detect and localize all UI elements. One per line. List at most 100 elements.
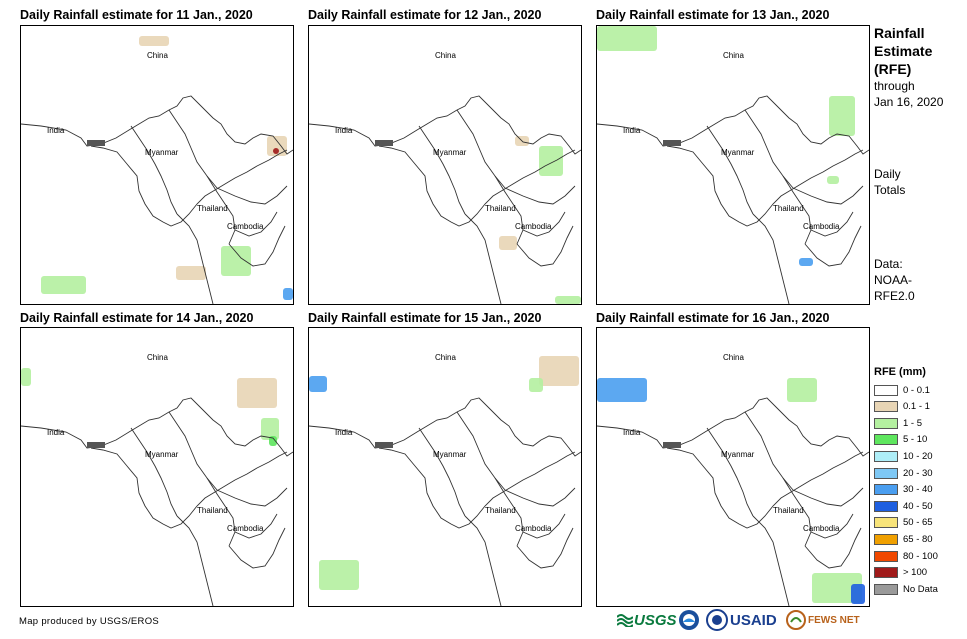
side-data-line: NOAA- bbox=[874, 273, 913, 287]
country-boundary bbox=[706, 125, 754, 215]
country-boundary bbox=[752, 515, 790, 606]
usgs-logo: USGS bbox=[617, 607, 677, 633]
legend-item: 1 - 5 bbox=[874, 416, 922, 430]
country-label-china: China bbox=[723, 353, 744, 362]
side-data-source: Data: NOAA- RFE2.0 bbox=[874, 256, 915, 304]
side-data-line: RFE2.0 bbox=[874, 289, 915, 303]
country-boundary bbox=[516, 225, 574, 267]
map-canvas bbox=[309, 356, 581, 606]
legend-swatch bbox=[874, 583, 898, 595]
country-label-thailand: Thailand bbox=[197, 506, 228, 515]
country-boundary bbox=[216, 185, 288, 205]
legend-label: 40 - 50 bbox=[903, 500, 933, 512]
rainfall-area bbox=[597, 26, 657, 51]
country-boundary bbox=[804, 225, 862, 267]
map-canvas bbox=[21, 36, 293, 304]
rainfall-map-panel: China India Myanmar Thailand Cambodia bbox=[308, 327, 582, 607]
country-label-china: China bbox=[723, 51, 744, 60]
rainfall-area bbox=[41, 276, 86, 294]
country-boundary bbox=[234, 211, 278, 237]
side-title-line: Rainfall bbox=[874, 25, 925, 41]
delta-coastline bbox=[375, 442, 393, 448]
country-label-thailand: Thailand bbox=[197, 204, 228, 213]
rainfall-area bbox=[597, 378, 647, 402]
legend-label: 0.1 - 1 bbox=[903, 401, 930, 413]
legend-label: 65 - 80 bbox=[903, 533, 933, 545]
legend-item: 80 - 100 bbox=[874, 549, 938, 563]
rainfall-area bbox=[269, 436, 277, 446]
country-boundary bbox=[504, 487, 576, 507]
side-date: Jan 16, 2020 bbox=[874, 95, 944, 109]
usgs-logo-text: USGS bbox=[634, 611, 677, 629]
legend-label: 1 - 5 bbox=[903, 417, 923, 429]
side-title-line: Estimate bbox=[874, 43, 933, 59]
map-canvas bbox=[21, 368, 293, 606]
rainfall-area bbox=[529, 378, 543, 392]
country-label-cambodia: Cambodia bbox=[803, 524, 840, 533]
legend-label: 20 - 30 bbox=[903, 467, 933, 479]
country-boundary bbox=[494, 477, 524, 547]
legend-label: No Data bbox=[903, 583, 938, 595]
country-label-myanmar: Myanmar bbox=[145, 450, 179, 459]
legend-swatch bbox=[874, 417, 898, 429]
legend-item: 30 - 40 bbox=[874, 483, 933, 497]
legend-swatch bbox=[874, 401, 898, 413]
rainfall-area bbox=[273, 148, 279, 154]
legend-swatch bbox=[874, 467, 898, 479]
legend-item: 5 - 10 bbox=[874, 433, 927, 447]
country-label-cambodia: Cambodia bbox=[515, 222, 552, 231]
country-boundary bbox=[706, 427, 754, 517]
legend-item: 0 - 0.1 bbox=[874, 383, 930, 397]
panel-title: Daily Rainfall estimate for 13 Jan., 202… bbox=[596, 8, 830, 22]
panel-title: Daily Rainfall estimate for 15 Jan., 202… bbox=[308, 311, 542, 325]
fews-emblem-icon bbox=[786, 610, 806, 630]
side-totals-line: Totals bbox=[874, 183, 906, 197]
country-label-thailand: Thailand bbox=[485, 506, 516, 515]
country-boundary bbox=[782, 175, 812, 245]
rainfall-area bbox=[539, 356, 579, 386]
country-label-myanmar: Myanmar bbox=[145, 148, 179, 157]
legend-item: 0.1 - 1 bbox=[874, 400, 930, 414]
country-boundary bbox=[206, 477, 236, 547]
rainfall-area bbox=[787, 378, 817, 402]
rainfall-area bbox=[221, 246, 251, 276]
country-label-china: China bbox=[147, 353, 168, 362]
country-label-cambodia: Cambodia bbox=[515, 524, 552, 533]
country-boundary bbox=[90, 447, 288, 529]
legend-label: 5 - 10 bbox=[903, 434, 928, 446]
legend-item: 20 - 30 bbox=[874, 466, 933, 480]
noaa-logo bbox=[678, 607, 700, 633]
rainfall-area bbox=[237, 378, 277, 408]
country-boundary bbox=[378, 447, 576, 529]
fews-net-logo: FEWS NET bbox=[786, 607, 860, 633]
legend-label: 30 - 40 bbox=[903, 484, 933, 496]
country-label-thailand: Thailand bbox=[485, 204, 516, 213]
country-boundary bbox=[792, 185, 864, 205]
country-label-china: China bbox=[435, 353, 456, 362]
delta-coastline bbox=[375, 140, 393, 146]
rainfall-map-panel: China India Myanmar Thailand Cambodia bbox=[20, 327, 294, 607]
country-boundary bbox=[522, 513, 566, 539]
country-boundary bbox=[597, 95, 869, 155]
country-boundary bbox=[464, 515, 502, 606]
country-boundary bbox=[309, 397, 581, 457]
credit-text: Map produced by USGS/EROS bbox=[19, 616, 160, 627]
legend-swatch bbox=[874, 384, 898, 396]
rainfall-area bbox=[267, 136, 287, 156]
rainfall-area bbox=[812, 573, 862, 603]
country-boundary bbox=[782, 477, 812, 547]
country-boundary bbox=[522, 211, 566, 237]
legend-title: RFE (mm) bbox=[874, 366, 926, 378]
legend-label: 50 - 65 bbox=[903, 517, 933, 529]
map-canvas bbox=[597, 378, 869, 606]
delta-coastline bbox=[87, 140, 105, 146]
country-label-china: China bbox=[147, 51, 168, 60]
country-boundary bbox=[597, 397, 869, 457]
country-label-india: India bbox=[623, 428, 641, 437]
legend-item: 50 - 65 bbox=[874, 516, 933, 530]
map-canvas bbox=[309, 95, 581, 304]
legend-swatch bbox=[874, 567, 898, 579]
country-boundary bbox=[418, 427, 466, 517]
usaid-logo-text: USAID bbox=[730, 611, 777, 629]
country-boundary bbox=[810, 513, 854, 539]
